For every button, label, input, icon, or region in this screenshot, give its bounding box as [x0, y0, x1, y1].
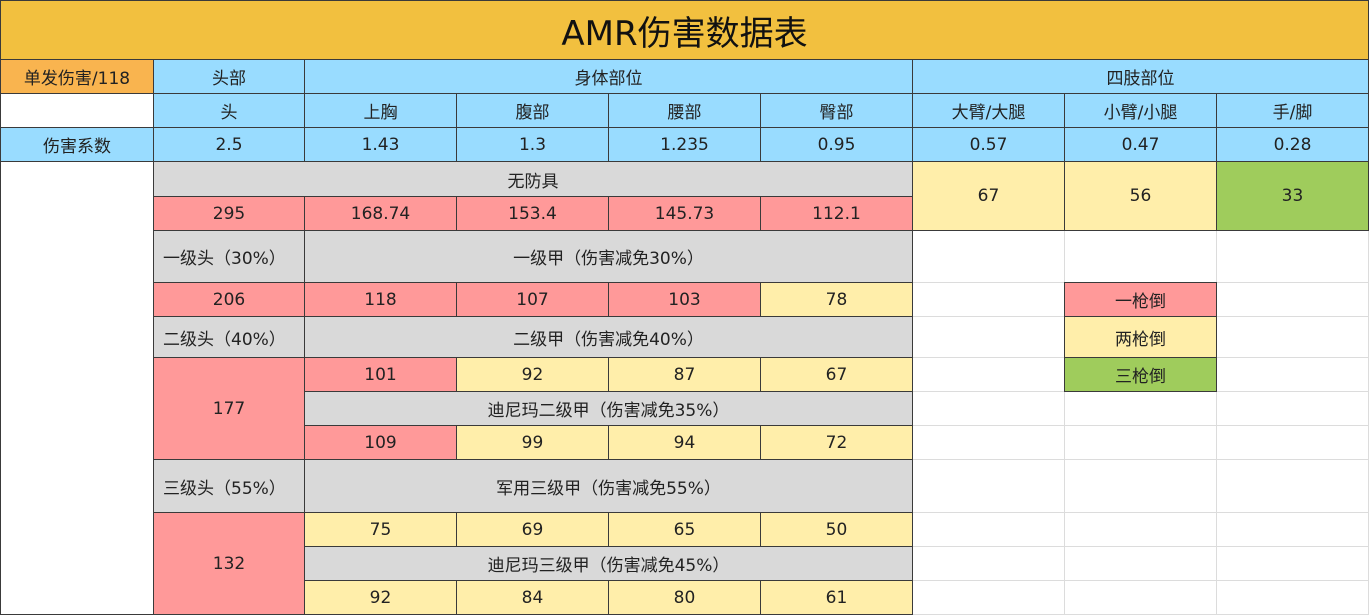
damage-cell: 78	[760, 282, 913, 317]
damage-cell: 168.74	[304, 196, 457, 231]
part-header: 大臂/大腿	[912, 93, 1065, 128]
armor-label: 军用三级甲（伤害减免55%）	[304, 459, 913, 513]
coefficient: 0.95	[760, 127, 913, 162]
group-header: 头部	[153, 59, 305, 94]
armor-label: 二级甲（伤害减免40%）	[304, 316, 913, 358]
empty-cell	[1064, 459, 1217, 513]
armor-label: 迪尼玛三级甲（伤害减免45%）	[304, 546, 913, 581]
empty-cell	[912, 391, 1065, 426]
damage-cell: 92	[304, 580, 457, 615]
damage-cell: 75	[304, 512, 457, 547]
empty-cell	[1216, 580, 1369, 615]
empty-cell	[1216, 316, 1369, 358]
helmet-label: 一级头（30%）	[153, 230, 305, 283]
empty-cell	[1216, 512, 1369, 547]
damage-cell: 295	[153, 196, 305, 231]
damage-cell: 50	[760, 512, 913, 547]
legend-item: 一枪倒	[1064, 282, 1217, 317]
legend-item: 两枪倒	[1064, 316, 1217, 358]
damage-cell: 65	[608, 512, 761, 547]
part-header: 小臂/小腿	[1064, 93, 1217, 128]
blank-column	[0, 161, 154, 615]
empty-cell	[912, 459, 1065, 513]
armor-label: 无防具	[153, 161, 913, 197]
armor-label: 一级甲（伤害减免30%）	[304, 230, 913, 283]
part-header: 上胸	[304, 93, 457, 128]
empty-cell	[1216, 230, 1369, 283]
damage-cell: 118	[304, 282, 457, 317]
damage-cell: 67	[760, 357, 913, 392]
coefficient: 1.3	[456, 127, 609, 162]
empty-cell	[1216, 425, 1369, 460]
damage-cell: 80	[608, 580, 761, 615]
base-damage: 单发伤害/118	[0, 59, 154, 94]
damage-cell: 101	[304, 357, 457, 392]
empty-cell	[912, 357, 1065, 392]
damage-cell: 132	[153, 512, 305, 615]
coefficient: 0.28	[1216, 127, 1369, 162]
empty-cell	[1216, 282, 1369, 317]
part-header: 臀部	[760, 93, 913, 128]
damage-cell: 56	[1064, 161, 1217, 231]
armor-label: 迪尼玛二级甲（伤害减免35%）	[304, 391, 913, 426]
coefficient: 0.47	[1064, 127, 1217, 162]
empty-cell	[1064, 230, 1217, 283]
empty-cell	[912, 512, 1065, 547]
coefficient: 1.43	[304, 127, 457, 162]
empty-cell	[912, 282, 1065, 317]
empty-cell	[1064, 580, 1217, 615]
empty-cell	[912, 230, 1065, 283]
empty-cell	[912, 316, 1065, 358]
empty-cell	[1216, 391, 1369, 426]
damage-cell: 206	[153, 282, 305, 317]
damage-cell: 109	[304, 425, 457, 460]
damage-cell: 61	[760, 580, 913, 615]
part-header: 手/脚	[1216, 93, 1369, 128]
damage-cell: 92	[456, 357, 609, 392]
damage-cell: 67	[912, 161, 1065, 231]
empty-cell	[1064, 391, 1217, 426]
damage-cell: 153.4	[456, 196, 609, 231]
group-header: 身体部位	[304, 59, 913, 94]
damage-cell: 177	[153, 357, 305, 460]
damage-cell: 103	[608, 282, 761, 317]
legend-item: 三枪倒	[1064, 357, 1217, 392]
damage-cell: 87	[608, 357, 761, 392]
damage-cell: 94	[608, 425, 761, 460]
part-header: 腹部	[456, 93, 609, 128]
damage-cell: 145.73	[608, 196, 761, 231]
damage-cell: 69	[456, 512, 609, 547]
part-header: 腰部	[608, 93, 761, 128]
empty-cell	[1216, 459, 1369, 513]
coef-label: 伤害系数	[0, 127, 154, 162]
helmet-label: 三级头（55%）	[153, 459, 305, 513]
empty-cell	[1064, 425, 1217, 460]
damage-cell: 112.1	[760, 196, 913, 231]
damage-cell: 33	[1216, 161, 1369, 231]
group-header: 四肢部位	[912, 59, 1369, 94]
damage-cell: 107	[456, 282, 609, 317]
damage-cell: 72	[760, 425, 913, 460]
empty-cell	[912, 546, 1065, 581]
coefficient: 1.235	[608, 127, 761, 162]
part-header: 头	[153, 93, 305, 128]
damage-cell: 84	[456, 580, 609, 615]
coefficient: 0.57	[912, 127, 1065, 162]
empty-cell	[1064, 512, 1217, 547]
blank-cell	[0, 93, 154, 128]
empty-cell	[1064, 546, 1217, 581]
empty-cell	[1216, 357, 1369, 392]
empty-cell	[912, 425, 1065, 460]
coefficient: 2.5	[153, 127, 305, 162]
sheet-title: AMR伤害数据表	[0, 0, 1369, 60]
empty-cell	[912, 580, 1065, 615]
empty-cell	[1216, 546, 1369, 581]
helmet-label: 二级头（40%）	[153, 316, 305, 358]
damage-cell: 99	[456, 425, 609, 460]
